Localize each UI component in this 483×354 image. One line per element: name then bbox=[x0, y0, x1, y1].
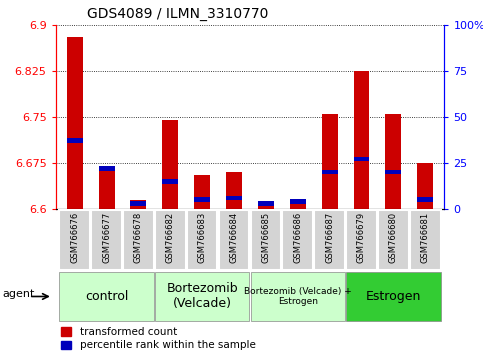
Text: GSM766679: GSM766679 bbox=[357, 212, 366, 263]
Bar bbox=[258, 201, 274, 206]
Text: GSM766683: GSM766683 bbox=[198, 212, 207, 263]
Bar bbox=[354, 157, 369, 161]
Bar bbox=[385, 170, 401, 174]
FancyBboxPatch shape bbox=[219, 210, 249, 270]
Text: Bortezomib (Velcade) +
Estrogen: Bortezomib (Velcade) + Estrogen bbox=[244, 287, 352, 306]
Bar bbox=[67, 37, 83, 209]
Bar bbox=[417, 163, 433, 209]
Bar bbox=[290, 199, 306, 204]
Text: GSM766686: GSM766686 bbox=[293, 212, 302, 263]
Text: GSM766676: GSM766676 bbox=[70, 212, 79, 263]
FancyBboxPatch shape bbox=[410, 210, 440, 270]
Text: GSM766685: GSM766685 bbox=[261, 212, 270, 263]
Text: Bortezomib
(Velcade): Bortezomib (Velcade) bbox=[166, 282, 238, 310]
FancyBboxPatch shape bbox=[314, 210, 345, 270]
Bar bbox=[162, 120, 178, 209]
Bar bbox=[130, 201, 146, 206]
Bar bbox=[226, 172, 242, 209]
Bar bbox=[194, 175, 210, 209]
FancyBboxPatch shape bbox=[155, 272, 249, 321]
FancyBboxPatch shape bbox=[251, 272, 345, 321]
Text: GSM766687: GSM766687 bbox=[325, 212, 334, 263]
Text: control: control bbox=[85, 290, 128, 303]
Bar bbox=[99, 169, 114, 209]
Bar bbox=[258, 206, 274, 209]
Bar bbox=[322, 170, 338, 174]
FancyBboxPatch shape bbox=[251, 210, 281, 270]
Text: GSM766682: GSM766682 bbox=[166, 212, 175, 263]
FancyBboxPatch shape bbox=[378, 210, 409, 270]
Bar bbox=[290, 200, 306, 209]
FancyBboxPatch shape bbox=[155, 210, 185, 270]
FancyBboxPatch shape bbox=[59, 272, 154, 321]
Bar bbox=[354, 71, 369, 209]
FancyBboxPatch shape bbox=[91, 210, 122, 270]
Bar bbox=[194, 197, 210, 202]
Text: GSM766684: GSM766684 bbox=[229, 212, 239, 263]
Text: GSM766681: GSM766681 bbox=[421, 212, 430, 263]
Text: GDS4089 / ILMN_3310770: GDS4089 / ILMN_3310770 bbox=[86, 7, 268, 21]
FancyBboxPatch shape bbox=[346, 210, 377, 270]
Bar bbox=[322, 114, 338, 209]
Bar bbox=[130, 200, 146, 209]
Text: agent: agent bbox=[3, 289, 35, 299]
FancyBboxPatch shape bbox=[187, 210, 217, 270]
Bar bbox=[417, 197, 433, 202]
Text: GSM766680: GSM766680 bbox=[389, 212, 398, 263]
Text: GSM766678: GSM766678 bbox=[134, 212, 143, 263]
FancyBboxPatch shape bbox=[346, 272, 440, 321]
Text: GSM766677: GSM766677 bbox=[102, 212, 111, 263]
Bar bbox=[226, 195, 242, 200]
Bar bbox=[67, 138, 83, 143]
Bar bbox=[385, 114, 401, 209]
Legend: transformed count, percentile rank within the sample: transformed count, percentile rank withi… bbox=[61, 327, 256, 350]
Bar bbox=[162, 179, 178, 183]
FancyBboxPatch shape bbox=[59, 210, 90, 270]
FancyBboxPatch shape bbox=[123, 210, 154, 270]
Bar bbox=[99, 166, 114, 171]
FancyBboxPatch shape bbox=[283, 210, 313, 270]
Text: Estrogen: Estrogen bbox=[366, 290, 421, 303]
